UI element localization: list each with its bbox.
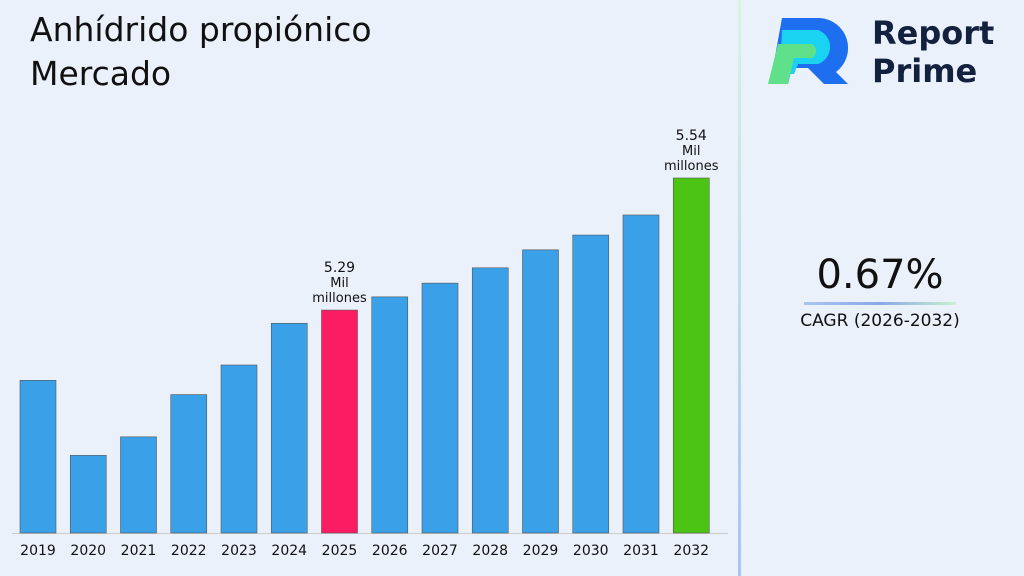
data-label: millones	[312, 291, 367, 306]
bar-2028	[471, 267, 509, 534]
data-label: 5.29	[324, 260, 355, 276]
chart-title: Anhídrido propiónico Mercado	[30, 10, 372, 93]
x-tick-label: 2029	[523, 543, 559, 559]
x-tick-label: 2027	[422, 543, 458, 559]
x-tick-label: 2024	[271, 543, 307, 559]
cagr-panel: 0.67% CAGR (2026-2032)	[780, 252, 980, 331]
x-tick-label: 2025	[322, 543, 358, 559]
bar-2032	[672, 177, 710, 534]
cagr-label: CAGR (2026-2032)	[800, 311, 960, 331]
brand-line1: Report	[872, 14, 995, 52]
report-prime-logo-icon	[768, 18, 849, 84]
bar-chart: 2019 2020 2021 2022 2023 2024 20255.29Milmillo…	[12, 128, 728, 559]
x-tick-label: 2030	[573, 543, 609, 559]
bar-2025	[321, 309, 358, 534]
bar-2019	[19, 380, 57, 534]
x-tick-label: 2023	[221, 543, 257, 559]
x-tick-label: 2031	[623, 543, 659, 559]
x-tick-label: 2019	[20, 543, 56, 559]
data-label: Mil	[682, 144, 700, 159]
data-label: 5.54	[676, 128, 707, 144]
divider	[738, 0, 741, 576]
bar-2020	[69, 455, 107, 534]
data-label: millones	[664, 159, 719, 174]
bar-2024	[270, 322, 308, 534]
bar-2023	[220, 364, 258, 534]
bar-2021	[120, 436, 157, 534]
x-tick-label: 2026	[372, 543, 408, 559]
cagr-value: 0.67%	[816, 252, 944, 298]
bar-2029	[522, 249, 559, 534]
x-tick-label: 2032	[673, 543, 709, 559]
bar-2031	[622, 214, 660, 534]
x-tick-label: 2021	[121, 543, 157, 559]
x-tick-label: 2020	[70, 543, 106, 559]
brand-name: Report Prime	[872, 14, 994, 90]
cagr-underline	[804, 302, 956, 305]
bar-2022	[170, 394, 208, 534]
bar-2027	[421, 282, 459, 534]
data-label: Mil	[330, 276, 348, 291]
bar-2030	[572, 234, 610, 534]
x-tick-label: 2028	[472, 543, 508, 559]
bar-2026	[371, 296, 409, 534]
brand-line2: Prime	[872, 52, 978, 90]
x-tick-label: 2022	[171, 543, 207, 559]
